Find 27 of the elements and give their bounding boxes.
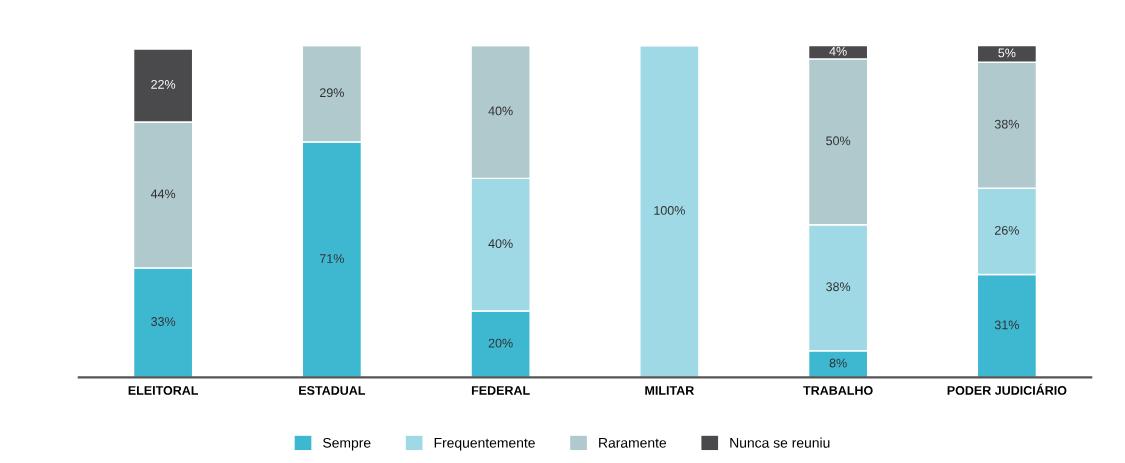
x-tick-label: ESTADUAL xyxy=(299,386,366,395)
data-label: 50% xyxy=(826,136,851,146)
x-tick-label: MILITAR xyxy=(645,386,694,395)
legend-label: Nunca se reuniu xyxy=(730,437,830,448)
data-label: 20% xyxy=(488,338,513,348)
data-label: 4% xyxy=(829,46,847,56)
data-label: 22% xyxy=(151,79,176,89)
data-label: 33% xyxy=(151,317,176,326)
legend-label: Sempre xyxy=(323,437,371,451)
data-label: 44% xyxy=(150,189,176,199)
data-label: 40% xyxy=(488,239,513,249)
data-label: 29% xyxy=(320,88,344,98)
x-tick-label: PODER JUDICIÁRIO xyxy=(947,383,1067,395)
data-label: 26% xyxy=(995,225,1019,235)
data-label: 38% xyxy=(994,119,1019,129)
data-label: 38% xyxy=(826,282,851,292)
data-label: 71% xyxy=(320,254,344,263)
data-label: 100% xyxy=(654,206,685,215)
x-tick-label: TRABALHO xyxy=(803,386,873,395)
x-tick-label: ELEITORAL xyxy=(128,386,199,395)
data-label: 40% xyxy=(488,106,513,116)
data-label: 31% xyxy=(994,320,1019,330)
x-tick-label: FEDERAL xyxy=(471,386,530,395)
data-label: 8% xyxy=(829,358,847,368)
legend-label: Frequentemente xyxy=(434,438,535,451)
data-label: 5% xyxy=(998,48,1016,58)
legend-label: Raramente xyxy=(599,438,667,448)
